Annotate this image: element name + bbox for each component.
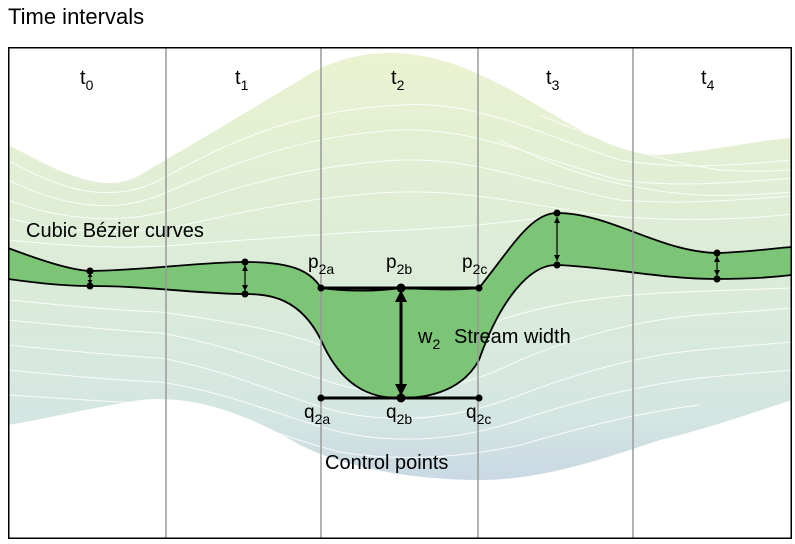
control-point-p2a bbox=[317, 284, 325, 292]
streamgraph-diagram: t0 t1 t2 t3 t4 Cubic Bézier curves Strea… bbox=[8, 47, 792, 539]
stream-width-label: Stream width bbox=[454, 326, 571, 348]
label-p2a: p2a bbox=[308, 252, 334, 277]
label-p2b: p2b bbox=[386, 252, 412, 277]
frame-border bbox=[8, 47, 792, 539]
curve-points bbox=[86, 209, 721, 403]
label-q2a: q2a bbox=[304, 402, 330, 427]
width-symbol-label: w2 bbox=[417, 326, 440, 352]
background-stream-stack bbox=[8, 53, 792, 481]
interval-label-t4: t4 bbox=[701, 67, 715, 93]
label-q2c: q2c bbox=[466, 402, 491, 427]
control-point-q2b bbox=[396, 393, 406, 403]
interval-label-t1: t1 bbox=[235, 67, 249, 93]
label-q2b: q2b bbox=[386, 402, 412, 427]
interval-label-t0: t0 bbox=[80, 67, 94, 93]
control-point-q2c bbox=[475, 394, 483, 402]
background-stream-lines bbox=[8, 104, 792, 459]
width-arrows bbox=[87, 217, 720, 396]
interval-dividers bbox=[165, 47, 634, 539]
interval-label-t2: t2 bbox=[391, 67, 405, 93]
control-point-q2a bbox=[317, 394, 325, 402]
page-title: Time intervals bbox=[8, 4, 145, 29]
diagram-frame: t0 t1 t2 t3 t4 Cubic Bézier curves Strea… bbox=[8, 47, 792, 539]
control-point-p2c bbox=[475, 284, 483, 292]
control-points-label: Control points bbox=[325, 452, 448, 474]
control-point-p2b bbox=[396, 283, 406, 293]
interval-label-t3: t3 bbox=[546, 67, 560, 93]
cubic-bezier-label: Cubic Bézier curves bbox=[26, 220, 204, 242]
label-p2c: p2c bbox=[462, 252, 487, 277]
